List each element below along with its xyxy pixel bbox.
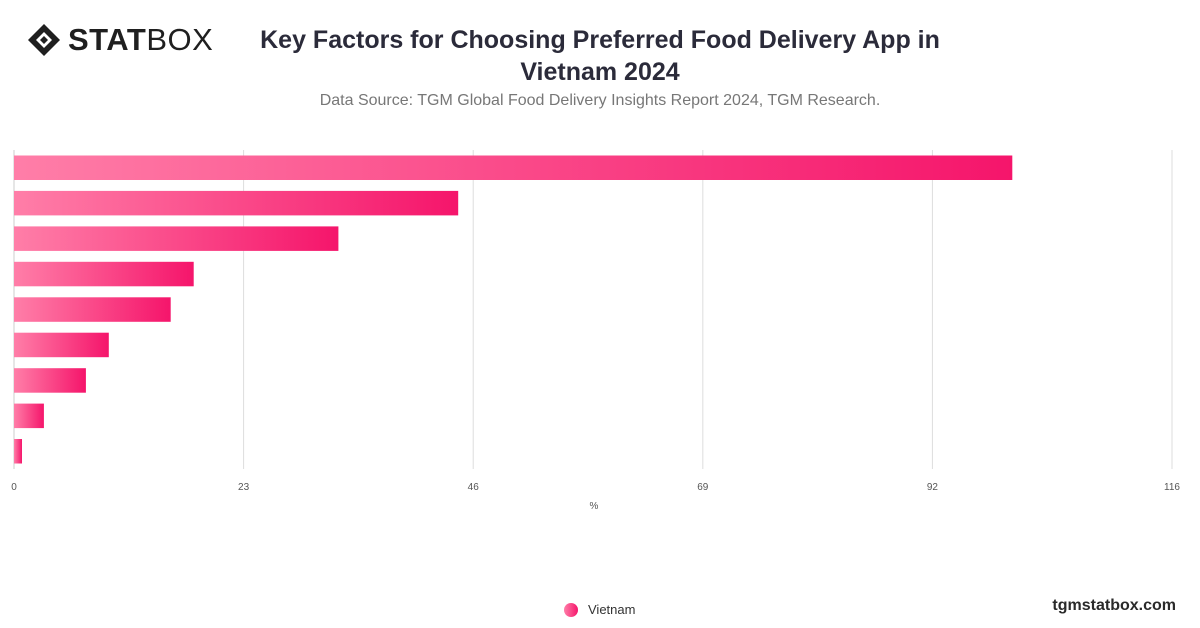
statbox-diamond-icon xyxy=(28,24,60,56)
x-tick-label: 69 xyxy=(697,482,709,493)
x-tick-label: 0 xyxy=(11,482,17,493)
brand-url: tgmstatbox.com xyxy=(1052,597,1176,614)
chart-subtitle: Data Source: TGM Global Food Delivery In… xyxy=(319,92,881,109)
x-tick-label: 46 xyxy=(468,482,480,493)
bar[interactable] xyxy=(14,261,194,287)
statbox-wordmark: STATBOX xyxy=(68,22,214,57)
bar[interactable] xyxy=(14,332,109,358)
legend-label: Vietnam xyxy=(588,602,636,617)
bar[interactable] xyxy=(14,368,86,393)
bar[interactable] xyxy=(14,155,1013,181)
legend[interactable]: Vietnam xyxy=(564,602,635,617)
bar[interactable] xyxy=(14,403,44,429)
legend-marker xyxy=(564,602,578,617)
x-tick-label: 116 xyxy=(1164,482,1180,493)
chart-title: Key Factors for Choosing Preferred Food … xyxy=(260,26,940,86)
x-tick-label: 92 xyxy=(927,482,939,493)
bar[interactable] xyxy=(14,190,459,216)
x-tick-label: 23 xyxy=(238,482,250,493)
bar[interactable] xyxy=(14,439,22,464)
x-axis-label: % xyxy=(590,501,599,512)
bar[interactable] xyxy=(14,226,339,251)
statbox-logo: STATBOX xyxy=(26,22,213,58)
bar[interactable] xyxy=(14,297,171,322)
